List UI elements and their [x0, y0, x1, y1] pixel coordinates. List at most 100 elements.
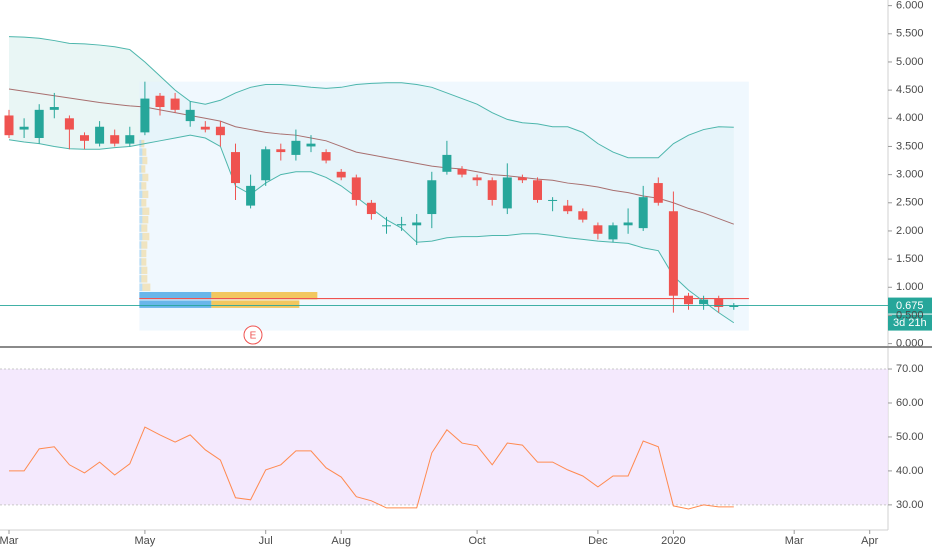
profile-down — [142, 190, 149, 199]
candle-body — [412, 222, 422, 226]
profile-up — [139, 207, 143, 215]
y-tick-label: 70.00 — [896, 363, 924, 375]
x-tick-label: Oct — [469, 535, 486, 547]
candle-body — [19, 126, 29, 130]
candle-body — [306, 143, 316, 147]
x-tick-label: Apr — [861, 535, 878, 547]
profile-up — [139, 249, 142, 258]
candle-body — [155, 95, 165, 108]
earnings-label[interactable]: E — [250, 331, 257, 342]
profile-up — [139, 173, 143, 182]
candle-body — [487, 180, 497, 200]
profile-up — [139, 182, 142, 190]
candle-body — [608, 225, 618, 240]
profile-up — [139, 300, 212, 308]
price-pane — [0, 36, 888, 331]
y-tick-label: 1.000 — [896, 281, 924, 293]
rsi-band — [0, 369, 888, 505]
candle-body — [548, 199, 558, 201]
candle-body — [276, 149, 286, 153]
y-tick-label: 0.500 — [896, 309, 924, 321]
x-tick-label: May — [135, 535, 156, 547]
profile-down — [211, 300, 300, 308]
y-tick-label: 30.00 — [896, 499, 924, 511]
candle-body — [517, 177, 527, 181]
candle-body — [382, 225, 391, 227]
profile-down — [142, 215, 149, 224]
candle-body — [563, 205, 573, 212]
candle-body — [578, 211, 588, 220]
candle-body — [215, 126, 225, 136]
candle-body — [684, 295, 693, 305]
profile-down — [142, 156, 148, 165]
x-tick-label: Mar — [785, 535, 804, 547]
profile-up — [139, 258, 142, 266]
rsi-pane — [0, 368, 888, 510]
candle-body — [4, 115, 14, 136]
candle-body — [653, 183, 663, 203]
candle-body — [457, 168, 467, 175]
y-tick-label: 2.000 — [896, 225, 924, 237]
candle-body — [140, 98, 150, 133]
y-tick-label: 50.00 — [896, 431, 924, 443]
profile-up — [139, 156, 143, 165]
candle-body — [351, 177, 361, 200]
profile-down — [141, 182, 147, 190]
candle-body — [200, 126, 210, 130]
profile-up — [139, 291, 212, 300]
candle-body — [110, 135, 120, 144]
profile-up — [139, 283, 143, 291]
candle-body — [699, 299, 709, 305]
x-tick-label: Dec — [588, 535, 608, 547]
candle-body — [185, 109, 195, 122]
x-tick-label: Mar — [0, 535, 19, 547]
candle-body — [49, 107, 59, 110]
profile-up — [139, 224, 142, 232]
candle-body — [397, 224, 407, 226]
profile-down — [141, 249, 147, 258]
candle-body — [472, 177, 482, 181]
profile-up — [139, 165, 142, 173]
candle-body — [34, 109, 44, 139]
candle-body — [125, 135, 135, 144]
profile-up — [139, 275, 142, 283]
countdown: 3d 21h — [893, 317, 927, 329]
candle-body — [427, 180, 437, 215]
last-price-label: 0.675 — [896, 300, 924, 312]
profile-down — [141, 165, 146, 173]
profile-up — [139, 139, 142, 148]
profile-down — [141, 199, 147, 207]
y-tick-label: 4.500 — [896, 84, 924, 96]
last-price-box — [888, 297, 932, 314]
candle-body — [729, 305, 739, 307]
candle-body — [623, 222, 633, 226]
candle-body — [366, 202, 376, 215]
profile-up — [139, 190, 143, 199]
profile-down — [211, 291, 318, 300]
countdown-box — [888, 314, 932, 331]
candle-body — [714, 298, 724, 307]
candle-body — [246, 185, 256, 206]
candle-body — [231, 152, 240, 184]
profile-up — [139, 241, 142, 249]
profile-down — [142, 173, 149, 182]
y-tick-label: 6.000 — [896, 0, 924, 12]
x-tick-label: 2020 — [661, 535, 685, 547]
profile-down — [141, 266, 148, 275]
rsi-line — [9, 426, 734, 510]
y-tick-label: 3.000 — [896, 169, 924, 181]
candle-body — [95, 126, 105, 144]
earnings-marker[interactable] — [243, 325, 263, 345]
profile-up — [139, 199, 142, 207]
y-tick-label: 1.500 — [896, 253, 924, 265]
profile-down — [141, 275, 148, 283]
y-tick-label: 60.00 — [896, 397, 924, 409]
profile-up — [139, 232, 143, 241]
candle-body — [442, 154, 452, 172]
profile-up — [139, 266, 142, 275]
profile-down — [141, 241, 148, 249]
y-tick-label: 2.500 — [896, 197, 924, 209]
candle-body — [321, 152, 331, 161]
candle-body — [593, 225, 603, 234]
y-tick-label: 0.000 — [896, 338, 924, 350]
